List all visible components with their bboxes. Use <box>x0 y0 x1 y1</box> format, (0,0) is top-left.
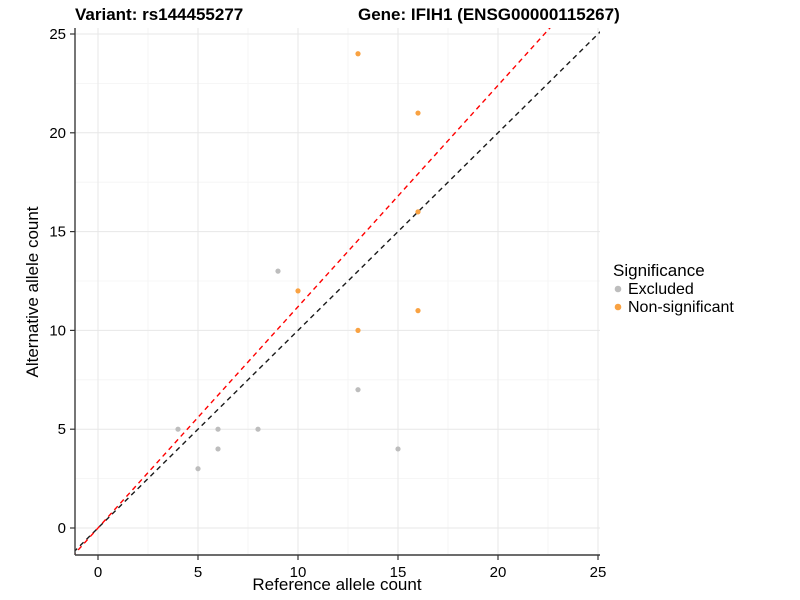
data-point-non-significant <box>415 110 421 116</box>
data-points <box>175 51 421 472</box>
data-point-non-significant <box>295 288 301 294</box>
y-tick-label: 0 <box>58 520 66 537</box>
data-point-non-significant <box>355 327 361 333</box>
data-point-excluded <box>275 268 281 274</box>
legend-label-non-significant: Non-significant <box>628 299 734 316</box>
legend-item-excluded: Excluded <box>614 281 694 298</box>
legend-label-excluded: Excluded <box>628 281 694 298</box>
expected-ratio-line <box>75 28 551 555</box>
x-axis-label: Reference allele count <box>252 575 421 594</box>
x-tick-label: 0 <box>94 564 102 581</box>
tick-labels: 0 5 10 15 20 25 0 5 10 15 20 25 <box>49 26 606 581</box>
plot-title-gene: Gene: IFIH1 (ENSG00000115267) <box>358 5 620 24</box>
y-tick-label: 5 <box>58 421 66 438</box>
data-point-excluded <box>175 426 181 432</box>
x-tick-label: 20 <box>490 564 507 581</box>
legend-title: Significance <box>613 261 705 280</box>
data-point-excluded <box>355 387 361 393</box>
legend: Significance Excluded Non-significant <box>613 261 734 316</box>
data-point-excluded <box>215 426 221 432</box>
data-point-excluded <box>395 446 401 452</box>
y-tick-label: 15 <box>49 224 66 241</box>
identity-line <box>75 31 600 552</box>
y-tick-label: 10 <box>49 322 66 339</box>
major-gridlines <box>75 28 600 555</box>
data-point-excluded <box>195 466 201 472</box>
data-point-non-significant <box>355 51 361 57</box>
legend-item-non-significant: Non-significant <box>614 299 734 316</box>
y-tick-label: 20 <box>49 125 66 142</box>
legend-dot-excluded <box>614 285 622 293</box>
data-point-non-significant <box>415 209 421 215</box>
plot-title-variant: Variant: rs144455277 <box>75 5 243 24</box>
data-point-excluded <box>255 426 261 432</box>
x-tick-label: 5 <box>194 564 202 581</box>
data-point-non-significant <box>415 308 421 314</box>
x-tick-label: 25 <box>590 564 607 581</box>
axes <box>70 28 600 560</box>
legend-dot-non-significant <box>614 303 622 311</box>
x-tick-label: 15 <box>390 564 407 581</box>
y-tick-label: 25 <box>49 26 66 43</box>
data-point-excluded <box>215 446 221 452</box>
reference-lines <box>75 28 600 555</box>
x-tick-label: 10 <box>290 564 307 581</box>
y-axis-label: Alternative allele count <box>23 206 42 377</box>
minor-gridlines <box>75 28 600 555</box>
